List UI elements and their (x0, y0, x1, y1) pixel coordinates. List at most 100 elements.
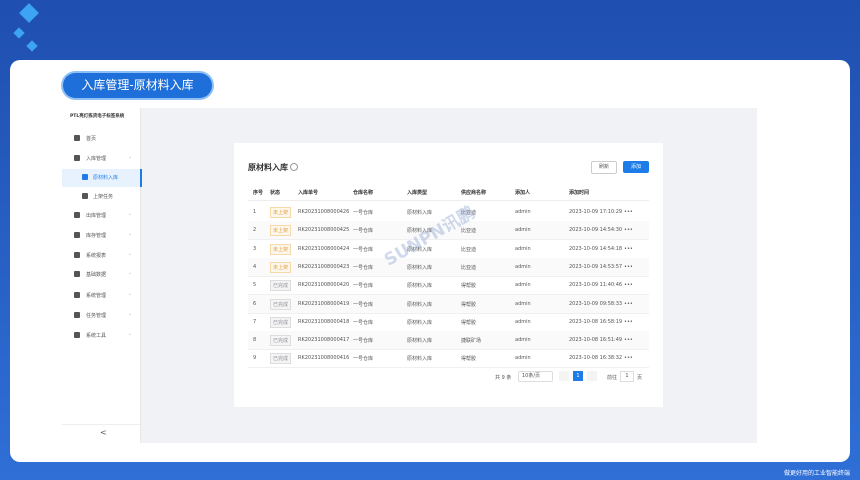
table-cell: 一号仓库 (353, 210, 374, 216)
current-page[interactable]: 1 (573, 371, 583, 381)
row-actions[interactable]: ••• (624, 245, 633, 252)
table-cell: 2023-10-09 09:58:33 (569, 300, 623, 307)
table-cell: admin (515, 318, 531, 325)
row-actions[interactable]: ••• (624, 209, 633, 215)
row-divider (248, 367, 649, 369)
footer-slogan: 做更好用的工业智能终端 (783, 470, 850, 477)
status-tag: 未上架 (270, 261, 292, 273)
menu-arrow: ⌄ (128, 270, 133, 276)
table-cell: 原材料入库 (407, 319, 433, 326)
row-actions[interactable]: ••• (624, 227, 633, 234)
table-cell: 原材料入库 (407, 301, 433, 308)
menu-arrow: ⌄ (128, 331, 133, 337)
menu-item[interactable]: 原材料入库 (93, 175, 119, 181)
collapse-button[interactable]: < (100, 428, 107, 437)
table-cell: RK20231008000419 (298, 300, 350, 307)
table-cell: 2023-10-09 14:54:18 (569, 245, 623, 252)
table-cell: 得帮胶 (461, 301, 477, 308)
table-cell: RK20231008000418 (298, 318, 350, 325)
table-cell: 原材料入库 (407, 338, 433, 345)
divider (62, 424, 140, 425)
table-cell: admin (515, 300, 531, 307)
column-header: 入库类型 (407, 190, 428, 196)
table-cell: 4 (253, 263, 257, 270)
status-tag: 未上架 (270, 207, 292, 218)
table-cell: 原材料入库 (407, 264, 433, 271)
menu-icon (82, 174, 88, 180)
table-cell: 得帮胶 (461, 319, 477, 326)
menu-item[interactable]: 出库管理 (86, 213, 107, 219)
status-tag: 未上架 (270, 225, 292, 237)
logo-diamond (13, 27, 25, 39)
menu-arrow: ⌄ (128, 251, 133, 257)
add-button[interactable]: 添加 (623, 161, 649, 173)
table-cell: admin (515, 282, 531, 289)
table-cell: 2023-10-09 14:54:30 (569, 227, 623, 234)
table-cell: RK20231008000416 (298, 355, 350, 362)
table-cell: admin (515, 245, 531, 252)
table-cell: 一号仓库 (353, 283, 374, 290)
system-name: PTL亮灯拣货电子标签系统 (70, 114, 125, 119)
table-cell: 一号仓库 (353, 246, 374, 253)
menu-item[interactable]: 基础数据 (86, 272, 107, 278)
menu-icon (74, 155, 80, 161)
menu-item[interactable]: 系统工具 (86, 333, 107, 339)
next-page[interactable] (587, 371, 597, 381)
menu-item[interactable]: 系统报表 (86, 253, 107, 259)
table-cell: 原材料入库 (407, 228, 433, 235)
row-actions[interactable]: ••• (624, 282, 633, 289)
table-cell: 捷联矿场 (461, 338, 482, 345)
row-divider (248, 349, 649, 351)
table-cell: 原材料入库 (407, 246, 433, 253)
table-cell: RK20231008000423 (298, 263, 350, 270)
table-cell: 比亚迪 (461, 210, 477, 216)
row-divider (248, 312, 649, 314)
status-tag: 已完成 (270, 353, 292, 365)
page-unit: 页 (637, 375, 643, 381)
menu-item[interactable]: 上架任务 (93, 194, 114, 200)
menu-item[interactable]: 任务管理 (86, 313, 107, 319)
menu-arrow: ⌄ (128, 231, 133, 237)
menu-item[interactable]: 系统管理 (86, 293, 107, 299)
info-icon[interactable] (290, 163, 298, 171)
table-cell: 2023-10-09 14:53:57 (569, 263, 623, 270)
refresh-button[interactable]: 刷新 (591, 161, 617, 174)
table-cell: admin (515, 263, 531, 270)
row-actions[interactable]: ••• (624, 318, 633, 325)
logo-diamond (26, 40, 38, 52)
table-cell: 一号仓库 (353, 338, 374, 345)
table-cell: 得帮胶 (461, 356, 477, 363)
column-header: 添加时间 (569, 190, 590, 196)
page-size-select[interactable]: 10条/页 (518, 371, 553, 382)
row-actions[interactable]: ••• (624, 263, 633, 270)
row-actions[interactable]: ••• (624, 355, 633, 362)
row-stripe (248, 331, 649, 350)
table-cell: 5 (253, 282, 257, 289)
pagination-total: 共 9 条 (495, 375, 512, 381)
menu-item[interactable]: 首页 (86, 136, 97, 142)
menu-icon (74, 135, 80, 141)
table-cell: 1 (253, 209, 257, 215)
table-cell: RK20231008000424 (298, 245, 350, 252)
prev-page[interactable] (559, 371, 569, 381)
table-cell: 6 (253, 300, 257, 307)
table-cell: 比亚迪 (461, 264, 477, 271)
menu-item[interactable]: 库存管理 (86, 233, 107, 239)
table-cell: admin (515, 227, 531, 234)
menu-arrow: ⌄ (128, 154, 133, 160)
table-cell: 一号仓库 (353, 319, 374, 326)
menu-item[interactable]: 入库管理 (86, 156, 107, 162)
active-item-bg (62, 169, 142, 187)
row-actions[interactable]: ••• (624, 300, 633, 307)
column-header: 添加人 (515, 190, 531, 196)
table-cell: 2023-10-08 16:58:19 (569, 318, 623, 325)
goto-input[interactable]: 1 (620, 371, 634, 382)
menu-arrow: ⌄ (128, 311, 133, 317)
column-header: 仓库名称 (353, 190, 374, 196)
menu-icon (74, 271, 80, 277)
table-cell: admin (515, 209, 531, 215)
table-cell: admin (515, 355, 531, 362)
menu-icon (74, 332, 80, 338)
status-tag: 未上架 (270, 243, 292, 255)
row-actions[interactable]: ••• (624, 337, 633, 344)
